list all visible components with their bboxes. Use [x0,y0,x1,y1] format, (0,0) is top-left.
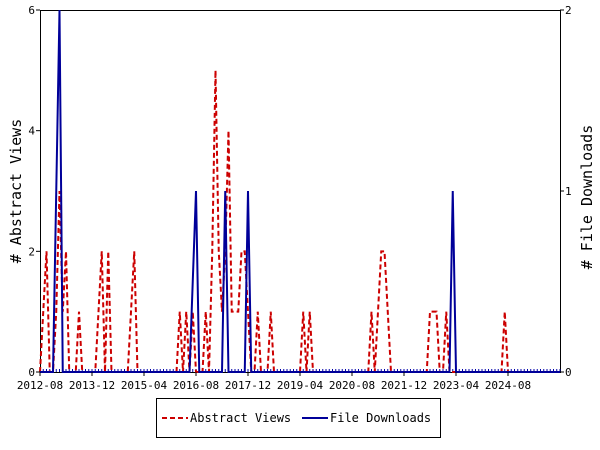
legend-label-abstract-views: Abstract Views [190,411,291,425]
axis-layer: 2012-08 2013-12 2015-04 2016-08 2017-12 2019-… [17,4,572,392]
x-tick-label: 2017-12 [225,379,271,392]
y-axis-right-title: # File Downloads [578,125,596,270]
legend-box [156,398,441,438]
y-axis-left-title: # Abstract Views [7,119,25,264]
x-tick-label: 2016-08 [173,379,219,392]
x-tick-label: 2012-08 [17,379,63,392]
series-line-file-downloads [40,9,560,373]
y-right-tick-label: 2 [565,4,572,17]
plot-area-frame [40,10,561,373]
series-line-abstract-views [39,70,560,373]
legend: Abstract Views File Downloads [156,398,441,438]
x-tick-label: 2021-12 [381,379,427,392]
y-left-tick-label: 0 [28,366,35,379]
y-left-tick-label: 2 [28,245,35,258]
y-right-tick-label: 0 [565,366,572,379]
x-tick-label: 2023-04 [433,379,480,392]
series-layer [39,9,560,373]
legend-label-file-downloads: File Downloads [330,411,431,425]
x-tick-label: 2013-12 [69,379,115,392]
y-right-tick-label: 1 [565,185,572,198]
x-tick-label: 2015-04 [121,379,168,392]
x-tick-label: 2020-08 [329,379,375,392]
y-left-tick-label: 4 [28,125,35,138]
x-tick-label: 2019-04 [277,379,324,392]
y-left-tick-label: 6 [28,4,35,17]
x-tick-label: 2024-08 [485,379,531,392]
